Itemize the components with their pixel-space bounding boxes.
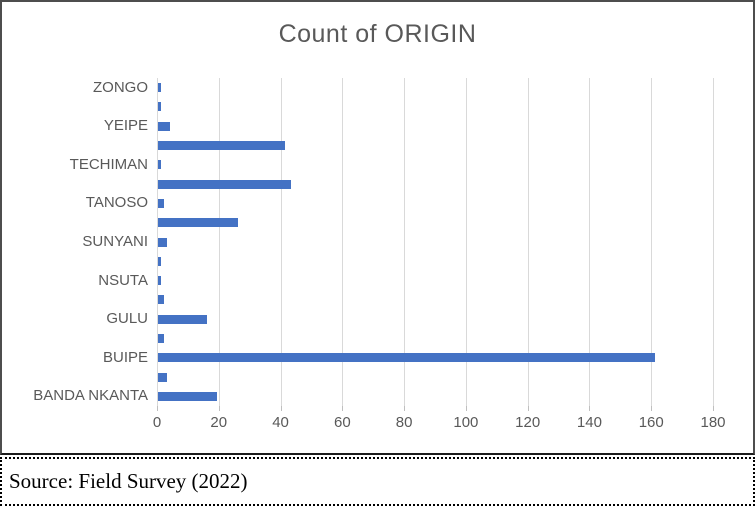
y-axis-label-techiman: TECHIMAN (69, 155, 148, 173)
bar-9 (158, 256, 162, 266)
bar-10 (158, 276, 162, 286)
axis-tick-100 (465, 406, 467, 411)
axis-tick-120 (527, 406, 529, 411)
y-axis-label-buipe: BUIPE (102, 348, 148, 366)
axis-tick-20 (218, 406, 220, 411)
bar-2 (158, 121, 171, 131)
chart-title: Count of ORIGIN (278, 20, 477, 48)
source-note-text: Source: Field Survey (2022) (9, 469, 248, 493)
y-axis-label-nsuta: NSUTA (98, 271, 148, 289)
axis-tick-180 (713, 406, 714, 411)
x-tick-label-100: 100 (453, 414, 479, 431)
bar-3 (158, 141, 285, 151)
y-axis-label-sunyani: SUNYANI (82, 233, 148, 250)
gridline-140 (589, 78, 591, 406)
y-axis-label-yeipe: YEIPE (103, 117, 148, 135)
gridline-180 (713, 78, 714, 406)
y-axis-label-zongo: ZONGO (93, 78, 148, 96)
x-tick-label-80: 80 (395, 414, 413, 431)
x-tick-label-180: 180 (700, 414, 726, 431)
bar-5 (158, 179, 291, 189)
bar-11 (158, 295, 165, 305)
gridline-0 (157, 78, 158, 406)
bar-1 (158, 102, 162, 112)
axis-tick-80 (404, 406, 406, 411)
gridline-80 (404, 78, 406, 406)
gridline-160 (651, 78, 653, 406)
bar-13 (158, 333, 165, 343)
x-tick-label-160: 160 (638, 414, 664, 431)
y-axis-label-banda-nkanta: BANDA NKANTA (33, 387, 148, 405)
bar-4 (158, 160, 162, 170)
x-tick-label-20: 20 (210, 414, 228, 431)
bar-0 (158, 83, 162, 93)
bar-14 (158, 353, 656, 363)
bar-15 (158, 372, 168, 382)
y-axis-label-gulu: GULU (106, 310, 148, 328)
gridline-120 (527, 78, 529, 406)
bar-6 (158, 198, 165, 208)
source-note-box: Source: Field Survey (2022) (0, 457, 755, 506)
bar-7 (158, 218, 239, 228)
x-tick-label-0: 0 (152, 414, 162, 431)
bar-16 (158, 391, 217, 401)
bar-8 (158, 237, 168, 247)
x-tick-label-60: 60 (333, 414, 351, 431)
gridline-20 (218, 78, 220, 406)
x-tick-label-40: 40 (272, 414, 289, 431)
bar-12 (158, 314, 208, 324)
axis-tick-140 (589, 406, 591, 411)
axis-tick-60 (342, 406, 344, 411)
origin-bar-chart: Count of ORIGIN 0 20 40 60 80 100 120 140 160 180… (0, 0, 755, 455)
x-tick-label-120: 120 (515, 414, 541, 431)
gridline-40 (280, 78, 282, 406)
gridline-60 (342, 78, 344, 406)
axis-tick-40 (280, 406, 282, 411)
axis-tick-0 (157, 406, 158, 411)
axis-tick-160 (651, 406, 653, 411)
x-tick-label-140: 140 (576, 414, 602, 431)
y-axis-label-tanoso: TANOSO (85, 194, 148, 212)
gridline-100 (465, 78, 467, 406)
